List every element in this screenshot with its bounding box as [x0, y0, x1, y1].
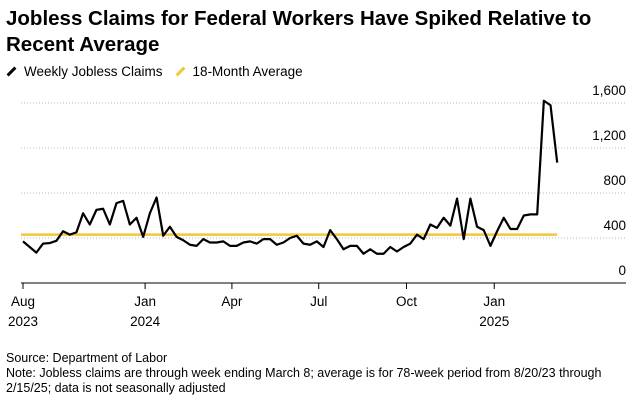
y-tick-label: 400	[603, 218, 626, 233]
footnotes: Source: Department of Labor Note: Jobles…	[6, 351, 606, 396]
x-tick-year: 2023	[8, 314, 38, 329]
y-tick-label: 800	[603, 173, 626, 188]
claims-line	[22, 99, 559, 255]
x-tick-year: 2025	[479, 314, 509, 329]
x-tick-label: Jan	[134, 294, 156, 309]
y-tick-label: 1,200	[592, 128, 626, 143]
y-tick-label: 1,600	[592, 83, 626, 98]
y-tick-label: 0	[618, 263, 626, 278]
x-tick-label: Apr	[221, 294, 243, 309]
x-tick-label: Oct	[396, 294, 417, 309]
legend-item: 18-Month Average	[175, 64, 303, 79]
source: Source: Department of Labor	[6, 351, 168, 365]
x-tick-year: 2024	[130, 314, 161, 329]
x-tick-label: Jul	[310, 294, 327, 309]
chart-title: Jobless Claims for Federal Workers Have …	[6, 7, 592, 56]
legend: Weekly Jobless Claims 18-Month Average	[6, 64, 315, 79]
note: Note: Jobless claims are through week en…	[6, 366, 602, 395]
legend-label: 18-Month Average	[192, 64, 303, 79]
x-tick-label: Aug	[11, 294, 35, 309]
legend-item: Weekly Jobless Claims	[6, 64, 163, 79]
x-tick-label: Jan	[483, 294, 505, 309]
legend-label: Weekly Jobless Claims	[24, 64, 163, 79]
